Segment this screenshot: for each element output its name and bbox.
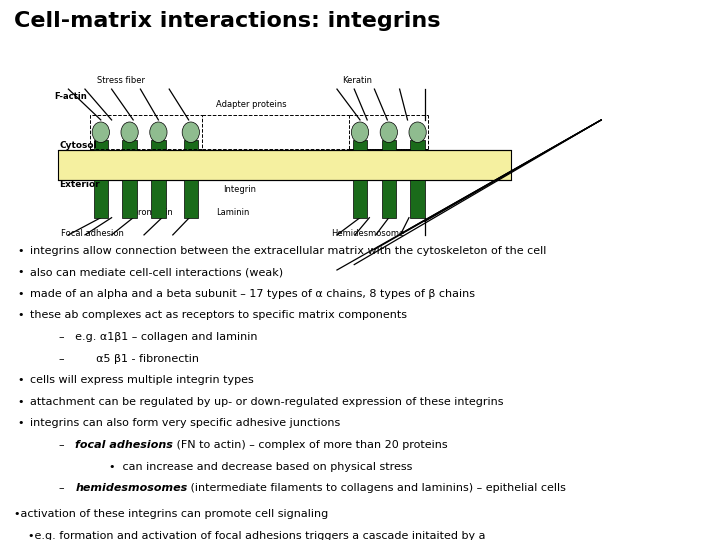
- Bar: [410, 180, 425, 218]
- Text: •e.g. formation and activation of focal adhesions triggers a cascade initaited b: •e.g. formation and activation of focal …: [14, 531, 486, 540]
- Text: F-actin: F-actin: [54, 92, 86, 101]
- Text: •: •: [17, 310, 24, 321]
- Text: •activation of these integrins can promote cell signaling: •activation of these integrins can promo…: [14, 509, 328, 519]
- Bar: [94, 180, 108, 218]
- Text: •: •: [17, 246, 24, 256]
- Text: Integrin: Integrin: [223, 185, 256, 194]
- Text: •: •: [17, 267, 24, 278]
- Ellipse shape: [182, 122, 199, 143]
- Text: Cytosol: Cytosol: [59, 141, 96, 150]
- Bar: [410, 140, 425, 150]
- Text: made of an alpha and a beta subunit – 17 types of α chains, 8 types of β chains: made of an alpha and a beta subunit – 17…: [30, 289, 475, 299]
- Bar: [353, 180, 367, 218]
- Ellipse shape: [409, 122, 426, 143]
- Bar: [94, 140, 108, 150]
- Bar: [58, 150, 511, 180]
- Bar: [122, 180, 137, 218]
- Text: integrins allow connection between the extracellular matrix with the cytoskeleto: integrins allow connection between the e…: [30, 246, 546, 256]
- Ellipse shape: [121, 122, 138, 143]
- Text: also can mediate cell-cell interactions (weak): also can mediate cell-cell interactions …: [30, 267, 284, 278]
- Text: (intermediate filaments to collagens and laminins) – epithelial cells: (intermediate filaments to collagens and…: [187, 483, 567, 494]
- Text: hemidesmosomes: hemidesmosomes: [75, 483, 187, 494]
- Bar: [122, 140, 137, 150]
- Text: attachment can be regulated by up- or down-regulated expression of these integri: attachment can be regulated by up- or do…: [30, 397, 504, 407]
- Text: •: •: [17, 418, 24, 429]
- Text: (FN to actin) – complex of more than 20 proteins: (FN to actin) – complex of more than 20 …: [173, 440, 448, 450]
- Bar: [151, 180, 166, 218]
- Bar: [184, 140, 198, 150]
- Bar: [382, 180, 396, 218]
- Text: Keratin: Keratin: [342, 76, 372, 85]
- Text: •: •: [17, 397, 24, 407]
- Text: cells will express multiple integrin types: cells will express multiple integrin typ…: [30, 375, 254, 386]
- Ellipse shape: [92, 122, 109, 143]
- Text: •  can increase and decrease based on physical stress: • can increase and decrease based on phy…: [88, 462, 413, 472]
- Text: –   e.g. α1β1 – collagen and laminin: – e.g. α1β1 – collagen and laminin: [59, 332, 258, 342]
- Ellipse shape: [351, 122, 369, 143]
- Text: •: •: [17, 375, 24, 386]
- Text: Fibronectin: Fibronectin: [126, 208, 173, 217]
- Text: –: –: [59, 483, 75, 494]
- Ellipse shape: [150, 122, 167, 143]
- Text: Exterior: Exterior: [59, 180, 99, 189]
- Text: –: –: [59, 440, 75, 450]
- Ellipse shape: [380, 122, 397, 143]
- Bar: [382, 140, 396, 150]
- Text: Adapter proteins: Adapter proteins: [216, 100, 287, 109]
- Text: Hemidesmosome: Hemidesmosome: [331, 228, 405, 238]
- Text: Cell-matrix interactions: integrins: Cell-matrix interactions: integrins: [14, 11, 441, 31]
- Text: Stress fiber: Stress fiber: [97, 76, 145, 85]
- Text: –         α5 β1 - fibronectin: – α5 β1 - fibronectin: [59, 354, 199, 364]
- Text: integrins can also form very specific adhesive junctions: integrins can also form very specific ad…: [30, 418, 341, 429]
- Bar: [184, 180, 198, 218]
- Bar: [90, 114, 202, 149]
- Bar: [151, 140, 166, 150]
- Bar: [353, 140, 367, 150]
- Text: Focal adhesion: Focal adhesion: [61, 228, 124, 238]
- Text: focal adhesions: focal adhesions: [75, 440, 173, 450]
- Text: these ab complexes act as receptors to specific matrix components: these ab complexes act as receptors to s…: [30, 310, 408, 321]
- Text: Laminin: Laminin: [216, 208, 249, 217]
- Text: •: •: [17, 289, 24, 299]
